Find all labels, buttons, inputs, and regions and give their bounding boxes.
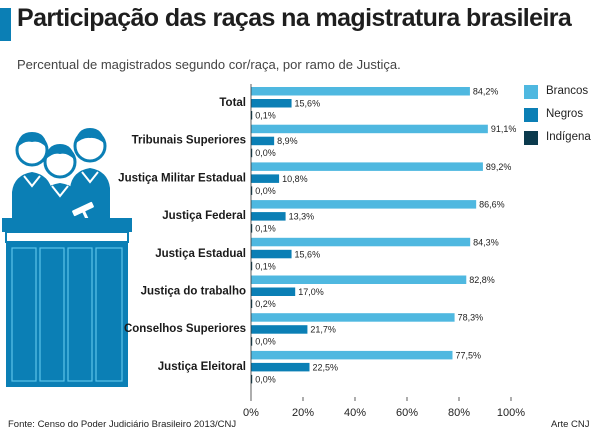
data-label-indigena: 0,0% bbox=[255, 186, 276, 196]
bar-negros bbox=[251, 249, 292, 259]
category-label: Conselhos Superiores bbox=[124, 323, 246, 335]
data-label-indigena: 0,0% bbox=[255, 148, 276, 158]
judges-illustration bbox=[2, 128, 132, 387]
x-tick-label: 100% bbox=[497, 407, 525, 419]
data-label-negros: 13,3% bbox=[289, 212, 315, 222]
bar-brancos bbox=[251, 313, 455, 322]
bar-brancos bbox=[251, 162, 483, 171]
category-label: Justiça do trabalho bbox=[141, 286, 246, 298]
bar-brancos bbox=[251, 275, 467, 284]
data-label-negros: 10,8% bbox=[282, 174, 308, 184]
data-label-indigena: 0,0% bbox=[255, 374, 276, 384]
x-tick-label: 0% bbox=[243, 407, 259, 419]
category-label: Tribunais Superiores bbox=[132, 135, 246, 147]
legend-label-indigena: Indígena bbox=[546, 131, 591, 143]
bar-indigena bbox=[251, 186, 253, 195]
data-label-indigena: 0,1% bbox=[255, 111, 276, 121]
credit-note: Arte CNJ bbox=[551, 419, 590, 430]
data-label-brancos: 82,8% bbox=[469, 275, 495, 285]
data-label-brancos: 84,3% bbox=[473, 237, 499, 247]
legend-item-negros: Negros bbox=[524, 107, 600, 123]
legend-swatch-brancos bbox=[524, 85, 538, 99]
category-label: Justiça Militar Estadual bbox=[118, 172, 246, 184]
bar-negros bbox=[251, 212, 286, 221]
data-label-indigena: 0,2% bbox=[255, 299, 276, 309]
data-label-negros: 22,5% bbox=[313, 362, 339, 372]
category-label: Justiça Federal bbox=[162, 210, 246, 222]
legend-swatch-negros bbox=[524, 108, 538, 122]
judge-figures-icon bbox=[12, 128, 110, 222]
data-label-negros: 21,7% bbox=[310, 325, 336, 335]
bar-indigena bbox=[251, 337, 253, 346]
bar-brancos bbox=[251, 87, 470, 96]
bar-brancos bbox=[251, 237, 471, 247]
bar-brancos bbox=[251, 350, 453, 360]
x-tick-label: 60% bbox=[396, 407, 418, 419]
bar-indigena bbox=[251, 261, 253, 271]
bar-indigena bbox=[251, 224, 253, 233]
bar-negros bbox=[251, 287, 296, 296]
data-label-negros: 15,6% bbox=[295, 249, 321, 259]
bar-indigena bbox=[251, 111, 253, 120]
data-label-negros: 17,0% bbox=[298, 287, 324, 297]
x-tick-label: 20% bbox=[292, 407, 314, 419]
data-label-brancos: 84,2% bbox=[473, 87, 499, 97]
bar-indigena bbox=[251, 148, 253, 158]
data-label-brancos: 86,6% bbox=[479, 200, 505, 210]
category-label: Justiça Estadual bbox=[155, 248, 246, 260]
bar-brancos bbox=[251, 200, 477, 209]
data-label-indigena: 0,1% bbox=[255, 224, 276, 234]
legend-swatch-indigena bbox=[524, 131, 538, 145]
data-label-brancos: 78,3% bbox=[458, 313, 484, 323]
bar-indigena bbox=[251, 374, 253, 384]
data-label-indigena: 0,0% bbox=[255, 337, 276, 347]
legend-label-negros: Negros bbox=[546, 108, 584, 120]
data-label-brancos: 91,1% bbox=[491, 124, 517, 134]
chart-title: Participação das raças na magistratura b… bbox=[17, 4, 572, 32]
data-label-brancos: 77,5% bbox=[456, 350, 482, 360]
data-label-brancos: 89,2% bbox=[486, 162, 512, 172]
chart-subtitle: Percentual de magistrados segundo cor/ra… bbox=[17, 57, 401, 72]
bar-negros bbox=[251, 325, 308, 334]
tribune-icon bbox=[2, 218, 132, 387]
data-label-negros: 8,9% bbox=[277, 136, 298, 146]
source-note: Fonte: Censo do Poder Judiciário Brasile… bbox=[8, 419, 237, 430]
bar-indigena bbox=[251, 299, 253, 308]
x-tick-label: 80% bbox=[448, 407, 470, 419]
legend-item-indigena: Indígena bbox=[524, 130, 600, 146]
bar-brancos bbox=[251, 124, 488, 134]
bar-negros bbox=[251, 99, 292, 108]
x-tick-label: 40% bbox=[344, 407, 366, 419]
legend-item-brancos: Brancos bbox=[524, 84, 600, 100]
bar-negros bbox=[251, 136, 275, 146]
title-accent-bar bbox=[0, 8, 11, 41]
category-label: Justiça Eleitoral bbox=[158, 361, 246, 373]
bar-negros bbox=[251, 362, 310, 372]
bar-negros bbox=[251, 174, 280, 183]
category-label: Total bbox=[219, 97, 246, 109]
data-label-indigena: 0,1% bbox=[255, 261, 276, 271]
data-label-negros: 15,6% bbox=[295, 99, 321, 109]
legend-label-brancos: Brancos bbox=[546, 85, 589, 97]
